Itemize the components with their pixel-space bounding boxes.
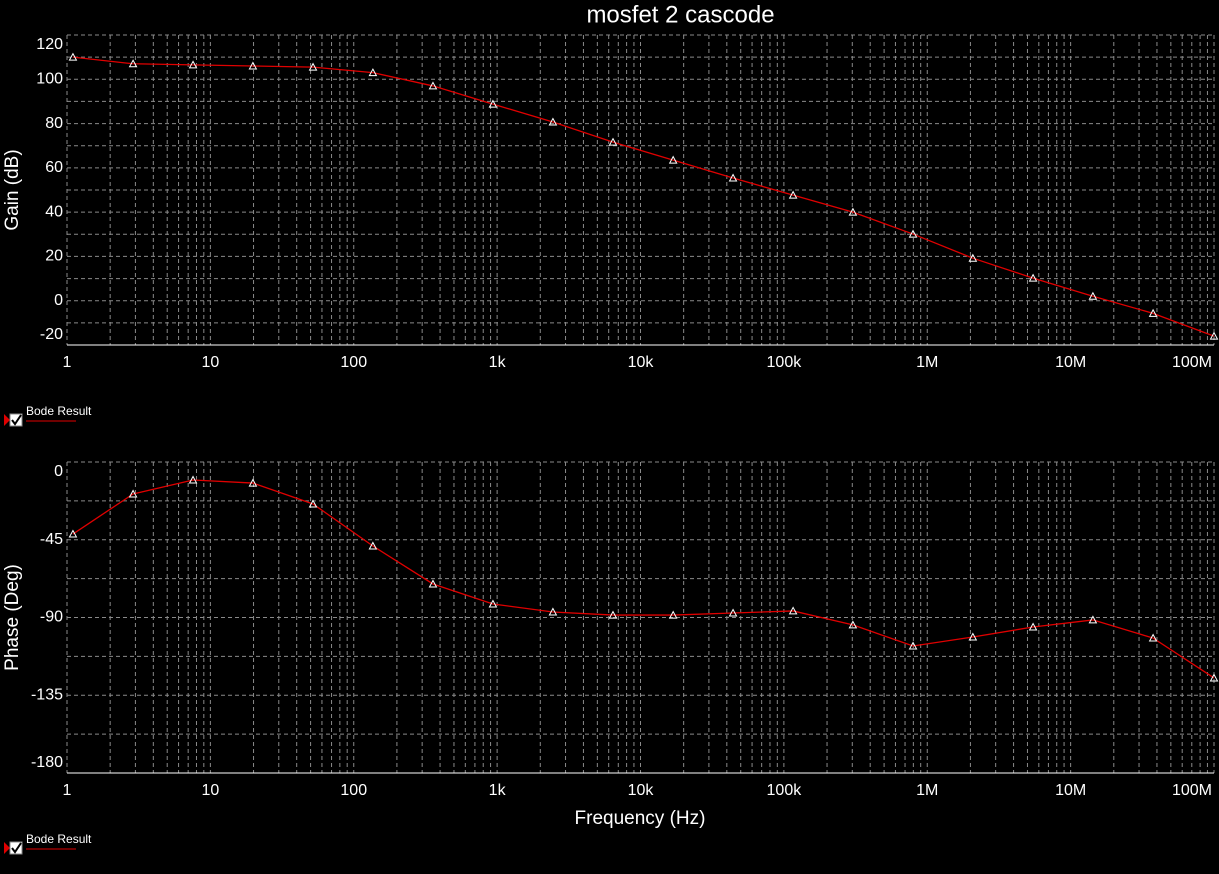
point-marker — [368, 68, 378, 77]
point-marker — [908, 641, 918, 650]
y-tick-label: 0 — [54, 463, 63, 480]
x-tick-label: 10M — [1055, 782, 1086, 799]
point-marker — [188, 60, 198, 69]
point-marker — [1209, 673, 1219, 682]
point-marker — [308, 62, 318, 71]
point-marker — [1088, 615, 1098, 624]
point-marker — [548, 607, 558, 616]
point-marker — [848, 620, 858, 629]
x-axis-label: Frequency (Hz) — [575, 808, 706, 829]
point-marker — [908, 229, 918, 238]
point-marker — [548, 117, 558, 126]
y-axis-label: Gain (dB) — [2, 149, 23, 230]
x-tick-label: 100M — [1172, 782, 1212, 799]
x-tick-label: 100 — [340, 354, 367, 371]
point-marker — [248, 478, 258, 487]
point-marker — [668, 610, 678, 619]
legend-check — [11, 842, 22, 854]
point-marker — [968, 632, 978, 641]
point-marker — [788, 190, 798, 199]
x-tick-label: 100 — [340, 782, 367, 799]
legend-label: Bode Result — [26, 832, 92, 846]
y-tick-label: 20 — [45, 248, 63, 265]
x-tick-label: 100M — [1172, 354, 1212, 371]
point-marker — [68, 52, 78, 61]
point-marker — [788, 606, 798, 615]
point-marker — [1028, 622, 1038, 631]
x-tick-label: 1 — [63, 354, 72, 371]
chart-title: mosfet 2 cascode — [586, 1, 774, 28]
legend-arrow — [4, 414, 10, 426]
point-marker — [308, 499, 318, 508]
point-marker — [248, 61, 258, 70]
point-marker — [1028, 273, 1038, 282]
x-tick-label: 1 — [63, 782, 72, 799]
point-marker — [128, 489, 138, 498]
point-marker — [488, 99, 498, 108]
y-tick-label: 60 — [45, 159, 63, 176]
legend-arrow — [4, 842, 10, 854]
y-tick-label: -20 — [40, 326, 63, 343]
point-marker — [848, 207, 858, 216]
y-tick-label: 120 — [36, 36, 63, 53]
x-tick-label: 100k — [767, 354, 803, 371]
legend-label: Bode Result — [26, 404, 92, 418]
y-tick-label: -135 — [31, 686, 63, 703]
x-tick-label: 10M — [1055, 354, 1086, 371]
point-marker — [728, 608, 738, 617]
point-marker — [608, 610, 618, 619]
x-tick-label: 1M — [916, 354, 938, 371]
point-marker — [428, 81, 438, 90]
point-marker — [1209, 331, 1219, 340]
point-marker — [368, 541, 378, 550]
point-marker — [968, 253, 978, 262]
y-tick-label: 0 — [54, 292, 63, 309]
x-tick-label: 10 — [201, 782, 219, 799]
point-marker — [1148, 308, 1158, 317]
point-marker — [128, 59, 138, 68]
y-tick-label: -45 — [40, 531, 63, 548]
x-tick-label: 10k — [628, 782, 655, 799]
point-marker — [428, 579, 438, 588]
point-marker — [668, 155, 678, 164]
x-tick-label: 10k — [628, 354, 655, 371]
point-marker — [488, 599, 498, 608]
series-line — [72, 56, 1215, 337]
y-tick-label: -180 — [31, 754, 63, 771]
y-axis-label: Phase (Deg) — [2, 564, 23, 671]
point-marker — [1148, 633, 1158, 642]
series-line — [72, 479, 1215, 679]
point-marker — [1088, 291, 1098, 300]
x-tick-label: 1M — [916, 782, 938, 799]
point-marker — [728, 173, 738, 182]
point-marker — [68, 529, 78, 538]
x-tick-label: 1k — [489, 354, 507, 371]
x-tick-label: 10 — [201, 354, 219, 371]
point-marker — [608, 137, 618, 146]
x-tick-label: 1k — [489, 782, 507, 799]
legend-check — [11, 414, 22, 426]
y-tick-label: 100 — [36, 71, 63, 88]
y-tick-label: -90 — [40, 609, 63, 626]
y-tick-label: 80 — [45, 115, 63, 132]
y-tick-label: 40 — [45, 203, 63, 220]
point-marker — [188, 475, 198, 484]
x-tick-label: 100k — [767, 782, 803, 799]
